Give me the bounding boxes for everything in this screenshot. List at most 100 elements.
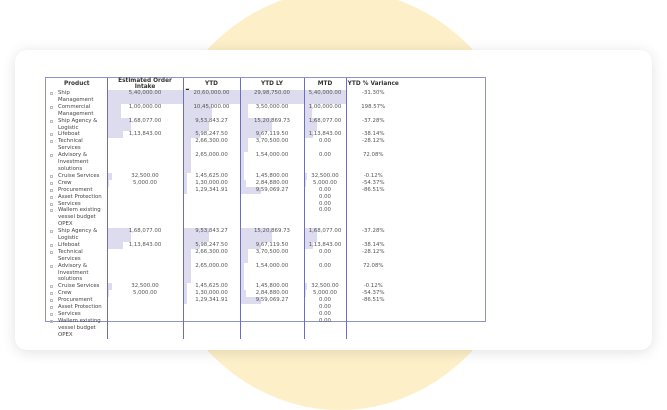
cell-value: 32,500.00 <box>131 173 158 179</box>
header-ytd-variance[interactable]: YTD % Variance <box>346 78 400 90</box>
data-bar <box>241 173 244 180</box>
expand-icon[interactable] <box>50 230 53 233</box>
table-row[interactable]: Wallem existing vessel budget OPEX 0.00 <box>47 207 400 228</box>
expand-icon[interactable] <box>50 265 53 268</box>
header-estimated-order-intake[interactable]: Estimated Order Intake <box>107 78 183 90</box>
cell-value: 0.00 <box>319 152 331 158</box>
cell-mtd: 0.00 <box>304 207 346 228</box>
cell-estimated-order-intake: 5,40,000.00 <box>107 90 183 104</box>
cell-estimated-order-intake: 1,13,843.00 <box>107 242 183 249</box>
expand-icon[interactable] <box>50 120 53 123</box>
cell-value: 5,98,247.50 <box>195 242 228 248</box>
expand-icon[interactable] <box>50 92 53 95</box>
cell-value: 0.00 <box>319 311 331 317</box>
cell-mtd: 32,500.00 <box>304 173 346 180</box>
expand-icon[interactable] <box>50 299 53 302</box>
cell-mtd: 0.00 <box>304 194 346 201</box>
cell-ytd-variance: -86.51% <box>346 297 400 304</box>
cell-value: 1,00,000.00 <box>309 104 342 110</box>
cell-value: -54.37% <box>362 290 385 296</box>
cell-value: Technical Services <box>58 138 83 151</box>
cell-estimated-order-intake <box>107 207 183 228</box>
cell-estimated-order-intake <box>107 318 183 339</box>
data-bar <box>184 290 188 297</box>
data-bar <box>184 263 191 284</box>
cell-ytd-ly: 3,70,500.00 <box>240 249 304 263</box>
cell-value: 1,45,800.00 <box>256 173 289 179</box>
data-bar <box>108 283 113 290</box>
expand-icon[interactable] <box>50 209 53 212</box>
data-bar <box>108 131 124 138</box>
expand-icon[interactable] <box>50 175 53 178</box>
cell-ytd-ly <box>240 311 304 318</box>
cell-product: Technical Services <box>47 249 107 263</box>
cell-estimated-order-intake <box>107 152 183 173</box>
cell-estimated-order-intake <box>107 304 183 311</box>
expand-icon[interactable] <box>50 189 53 192</box>
expand-icon[interactable] <box>50 154 53 157</box>
cell-value: 3,50,000.00 <box>256 104 289 110</box>
cell-value: 0.00 <box>319 263 331 269</box>
cell-ytd-variance: -28.12% <box>346 249 400 263</box>
cell-value: 10,45,000.00 <box>193 104 229 110</box>
cell-value: 1,45,625.00 <box>195 173 228 179</box>
cell-value: 3,70,500.00 <box>256 249 289 255</box>
cell-mtd: 0.00 <box>304 152 346 173</box>
header-ytd-ly[interactable]: YTD LY <box>240 78 304 90</box>
cell-product: Services <box>47 311 107 318</box>
header-product[interactable]: Product <box>47 78 107 90</box>
cell-value: Wallem existing vessel budget OPEX <box>58 207 101 227</box>
expand-icon[interactable] <box>50 182 53 185</box>
expand-icon[interactable] <box>50 203 53 206</box>
cell-product: Ship Agency & Logistic <box>47 228 107 242</box>
cell-value: 5,40,000.00 <box>309 90 342 96</box>
cell-ytd <box>183 194 240 201</box>
cell-value: 0.00 <box>319 207 331 213</box>
expand-icon[interactable] <box>50 292 53 295</box>
cell-value: 1,68,077.00 <box>129 118 162 124</box>
expand-icon[interactable] <box>50 251 53 254</box>
cell-value: 1,68,077.00 <box>129 228 162 234</box>
cell-ytd: 1,45,625.00 <box>183 173 240 180</box>
expand-icon[interactable] <box>50 313 53 316</box>
expand-icon[interactable] <box>50 320 53 323</box>
cell-product: Wallem existing vessel budget OPEX <box>47 318 107 339</box>
cell-estimated-order-intake: 1,68,077.00 <box>107 228 183 242</box>
cell-ytd <box>183 304 240 311</box>
expand-icon[interactable] <box>50 285 53 288</box>
header-mtd[interactable]: MTD <box>304 78 346 90</box>
cell-value: 0.00 <box>319 194 331 200</box>
expand-icon[interactable] <box>50 306 53 309</box>
expand-icon[interactable] <box>50 140 53 143</box>
expand-icon[interactable] <box>50 133 53 136</box>
expand-icon[interactable] <box>50 106 53 109</box>
expand-icon[interactable] <box>50 244 53 247</box>
cell-value: 29,98,750.00 <box>254 90 290 96</box>
cell-product: Lifeboat <box>47 242 107 249</box>
cell-ytd-ly: 9,59,069.27 <box>240 187 304 194</box>
expand-icon[interactable] <box>50 196 53 199</box>
data-bar <box>184 283 188 290</box>
cell-ytd-variance: -37.28% <box>346 228 400 242</box>
cell-value: Lifeboat <box>58 242 80 248</box>
header-ytd[interactable]: YTD▼ <box>183 78 240 90</box>
cell-estimated-order-intake: 32,500.00 <box>107 173 183 180</box>
cell-value: 20,60,000.00 <box>193 90 229 96</box>
table-row[interactable]: Services 0.00 <box>47 311 400 318</box>
cell-value: -86.51% <box>362 297 385 303</box>
